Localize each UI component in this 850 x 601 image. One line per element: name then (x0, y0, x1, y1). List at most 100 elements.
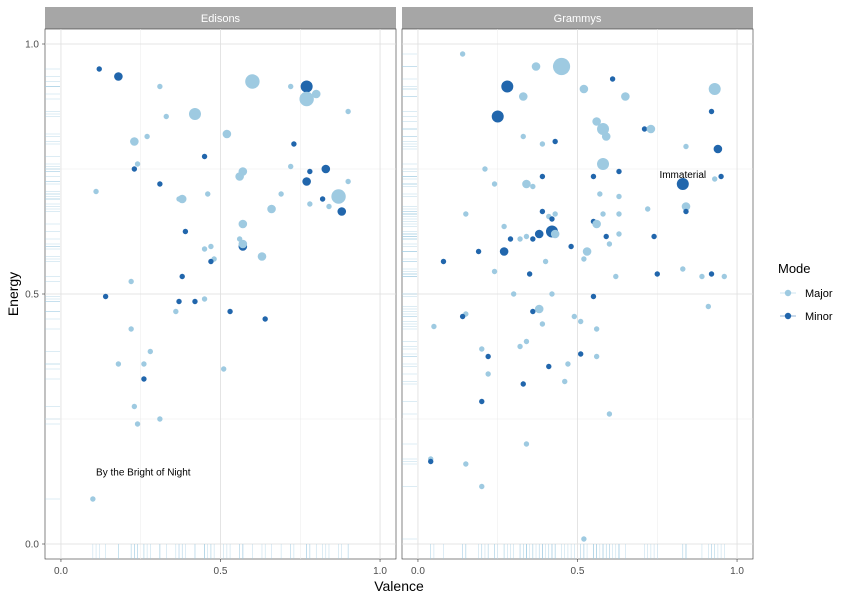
data-point-major (616, 231, 622, 237)
data-point-minor (479, 398, 485, 405)
x-tick-label: 0.0 (411, 566, 425, 577)
data-point-major (134, 421, 141, 427)
data-point-major (621, 92, 630, 101)
data-point-major (267, 204, 276, 214)
data-point-major (463, 211, 469, 217)
data-point-minor (713, 144, 723, 154)
strip-grammys (402, 7, 753, 29)
data-point-minor (676, 178, 689, 190)
data-point-minor (539, 208, 546, 215)
data-point-major (531, 62, 541, 71)
data-point-major (510, 291, 517, 297)
data-point-minor (291, 141, 297, 147)
data-point-major (708, 83, 721, 95)
data-point-major (593, 353, 600, 360)
data-point-major (523, 233, 530, 240)
data-point-major (565, 361, 571, 367)
x-axis-grammys: 0.0 0.5 1.0 (411, 566, 744, 577)
data-point-major (288, 83, 294, 90)
data-point-major (577, 318, 584, 325)
points-grammys (428, 51, 727, 542)
data-point-minor (319, 196, 326, 202)
data-point-major (582, 247, 592, 256)
data-point-major (201, 296, 208, 302)
data-point-minor (302, 177, 311, 186)
data-point-major (601, 132, 611, 141)
data-point-major (278, 191, 284, 197)
data-point-minor (440, 258, 447, 265)
legend-key-major (784, 289, 792, 297)
data-point-major (579, 84, 589, 94)
data-point-minor (641, 126, 648, 132)
data-point-minor (708, 108, 715, 115)
data-point-major (257, 252, 267, 261)
data-point-major (705, 303, 712, 310)
data-point-major (517, 236, 523, 242)
data-point-minor (499, 247, 509, 256)
y-tick-label: 0.5 (25, 290, 39, 301)
data-point-major (157, 416, 163, 422)
x-tick-label: 0.5 (214, 566, 228, 577)
data-point-major (491, 181, 498, 187)
data-point-major (712, 176, 718, 182)
data-point-minor (300, 80, 313, 93)
gridlines-grammys (402, 29, 753, 559)
panel-edisons: Edisons By the Bright of Night (44, 7, 397, 560)
data-point-major (130, 137, 139, 146)
gridlines-edisons (45, 29, 396, 559)
legend-label-major: Major (805, 288, 833, 300)
data-point-major (479, 483, 485, 490)
data-point-major (681, 202, 691, 211)
legend-title: Mode (778, 261, 811, 276)
data-point-major (597, 158, 610, 170)
data-point-major (307, 201, 313, 207)
data-point-major (331, 189, 346, 204)
data-point-major (606, 411, 613, 417)
x-tick-label: 0.0 (54, 566, 68, 577)
legend-key-minor (784, 312, 792, 320)
data-point-minor (157, 181, 163, 187)
data-point-minor (114, 72, 123, 81)
data-point-major (482, 166, 488, 172)
data-point-minor (179, 273, 185, 280)
data-point-major (501, 223, 507, 230)
data-point-major (177, 194, 187, 204)
y-tick-label: 1.0 (25, 40, 39, 51)
data-point-major (188, 108, 201, 120)
data-point-minor (609, 76, 616, 82)
data-point-major (592, 117, 601, 126)
data-point-major (115, 361, 122, 367)
data-point-minor (603, 233, 609, 240)
data-point-major (616, 211, 622, 217)
data-point-minor (507, 236, 514, 242)
data-point-major (128, 326, 134, 332)
data-point-minor (539, 173, 546, 180)
data-point-minor (428, 458, 434, 465)
data-point-major (600, 211, 606, 217)
data-point-minor (520, 381, 526, 387)
data-point-major (523, 338, 530, 345)
x-axis-title: Valence (374, 578, 424, 594)
x-tick-label: 1.0 (730, 566, 744, 577)
rug-y-grammys (402, 53, 417, 540)
data-point-major (683, 143, 689, 150)
data-point-minor (534, 229, 544, 239)
data-point-minor (262, 316, 268, 322)
data-point-major (539, 321, 546, 327)
data-point-major (523, 441, 530, 447)
data-point-minor (501, 80, 514, 93)
data-point-major (616, 193, 622, 200)
data-point-major (201, 246, 208, 252)
data-point-minor (96, 66, 102, 72)
data-point-major (680, 266, 686, 272)
data-point-minor (590, 293, 597, 300)
data-point-major (131, 403, 138, 410)
data-point-major (173, 308, 179, 315)
data-point-major (552, 211, 558, 217)
data-point-major (518, 92, 528, 101)
data-point-major (597, 123, 610, 135)
data-point-minor (549, 216, 555, 222)
data-point-minor (227, 308, 233, 315)
data-point-minor (526, 271, 533, 277)
x-tick-label: 1.0 (373, 566, 387, 577)
